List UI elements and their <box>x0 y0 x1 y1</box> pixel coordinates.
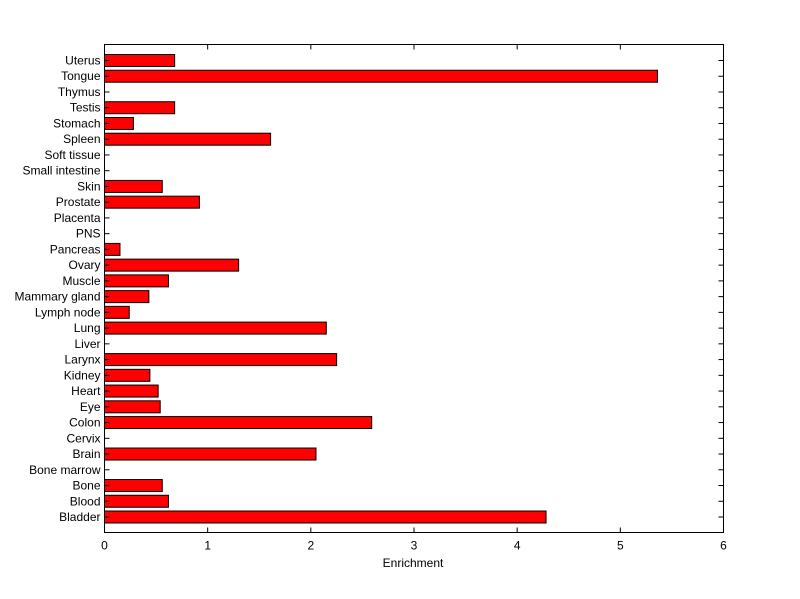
x-tick-label: 0 <box>101 539 108 553</box>
bar-larynx <box>104 353 338 367</box>
bar-brain <box>104 447 317 461</box>
y-tick-label: Thymus <box>58 85 101 99</box>
x-tick-label: 2 <box>307 539 314 553</box>
x-tick-label: 3 <box>411 539 418 553</box>
y-tick-label: Lung <box>74 321 101 335</box>
x-tick-label: 6 <box>720 539 727 553</box>
bar-eye <box>104 400 161 414</box>
x-tick-label: 1 <box>204 539 211 553</box>
y-tick-label: Ovary <box>68 258 100 272</box>
y-tick-label: Bladder <box>59 510 100 524</box>
y-tick-label: Pancreas <box>50 242 101 256</box>
x-tick-label: 5 <box>617 539 624 553</box>
y-tick-label: Uterus <box>65 54 100 68</box>
plot-area-frame <box>104 44 724 533</box>
bar-prostate <box>104 195 200 209</box>
bars-group <box>104 54 658 524</box>
y-tick-label: Bone marrow <box>29 463 101 477</box>
bar-lung <box>104 321 327 335</box>
y-tick-label: Liver <box>74 337 100 351</box>
bar-bladder <box>104 510 547 524</box>
y-tick-label: Heart <box>71 384 101 398</box>
y-tick-label: Prostate <box>56 195 101 209</box>
y-tick-label: PNS <box>76 227 101 241</box>
y-tick-label: Soft tissue <box>44 148 100 162</box>
bar-testis <box>104 101 176 115</box>
y-tick-label: Mammary gland <box>14 290 100 304</box>
bar-bone <box>104 479 163 493</box>
x-axis-title: Enrichment <box>383 556 444 570</box>
y-tick-label: Kidney <box>64 368 101 382</box>
y-tick-label: Placenta <box>54 211 101 225</box>
y-tick-label: Brain <box>72 447 100 461</box>
bar-uterus <box>104 54 176 67</box>
bar-mammary-gland <box>104 290 150 304</box>
bar-muscle <box>104 274 169 288</box>
y-tick-label: Bone <box>72 479 100 493</box>
bar-colon <box>104 416 373 430</box>
bar-tongue <box>104 69 658 83</box>
bar-spleen <box>104 132 272 146</box>
x-tick-labels: 0 1 2 3 4 5 6 <box>101 539 727 553</box>
y-tick-label: Colon <box>69 416 100 430</box>
ticks-group <box>104 44 724 533</box>
y-tick-label: Eye <box>80 400 101 414</box>
y-tick-label: Spleen <box>63 132 100 146</box>
y-tick-label: Muscle <box>62 274 100 288</box>
y-tick-label: Stomach <box>53 116 100 130</box>
bar-kidney <box>104 368 151 382</box>
bar-skin <box>104 179 163 193</box>
y-tick-label: Skin <box>77 179 100 193</box>
x-tick-label: 4 <box>514 539 521 553</box>
y-tick-label: Larynx <box>64 353 100 367</box>
bar-blood <box>104 494 169 508</box>
bar-ovary <box>104 258 240 272</box>
bar-heart <box>104 384 159 398</box>
y-tick-label: Testis <box>70 101 101 115</box>
y-tick-label: Tongue <box>61 69 101 83</box>
y-tick-label: Lymph node <box>35 305 101 319</box>
y-tick-label: Cervix <box>66 431 100 445</box>
y-tick-label: Blood <box>70 494 101 508</box>
y-tick-label: Small intestine <box>22 164 100 178</box>
